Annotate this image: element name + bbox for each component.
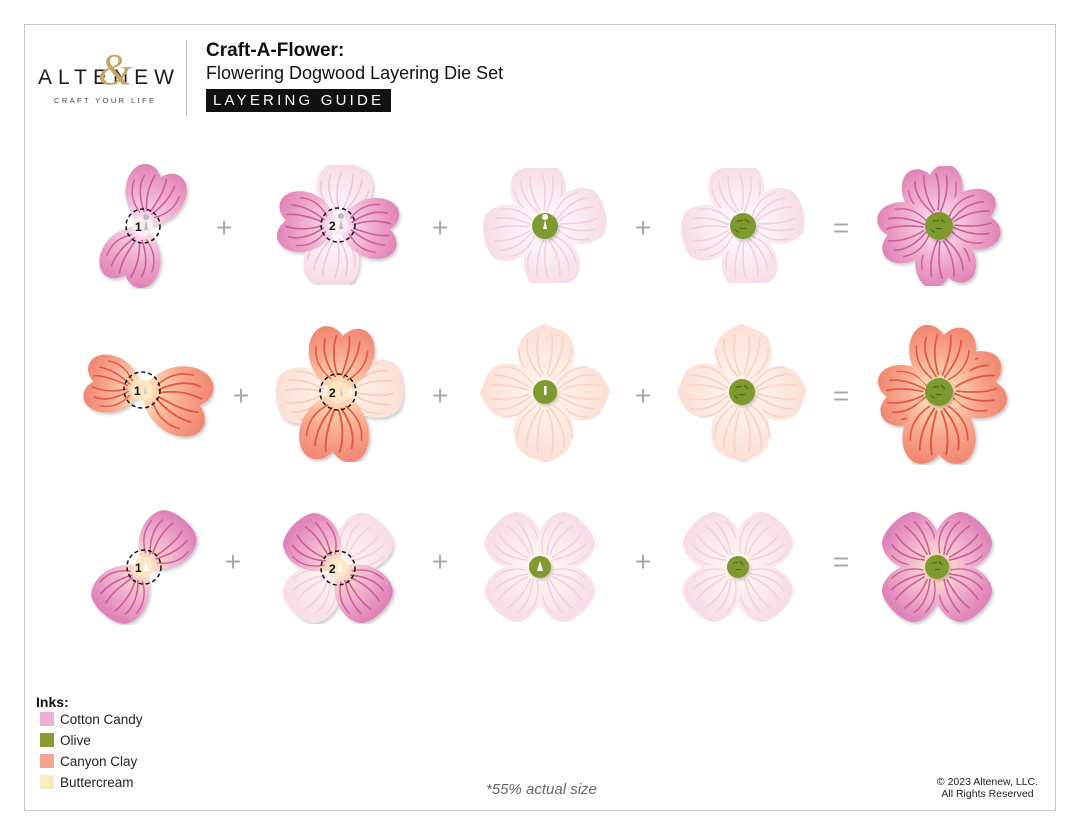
svg-text:2: 2 [329,562,336,576]
layer-1-petals: 1 [80,351,215,442]
base-flower-keyhole [483,512,598,622]
layering-guide-badge: LAYERING GUIDE [206,89,392,112]
cotton-candy-swatch [40,712,54,726]
svg-text:1: 1 [135,220,142,234]
base-flower-keyhole [479,323,611,462]
layer-1-petals: 1 [93,164,193,289]
scale-footnote: *55% actual size [486,781,597,798]
svg-text:2: 2 [329,386,336,400]
finished-flower-cotton-candy-buttercream [878,510,996,625]
logo-wordmark: ALTENEW [38,66,180,89]
finished-flower-canyon-clay [876,323,1010,464]
legend-item-buttercream: Buttercream [40,774,134,790]
logo-tagline: CRAFT YOUR LIFE [54,96,157,105]
altenew-logo: ALTENEW & CRAFT YOUR LIFE [38,45,174,110]
base-flower-stamen [676,323,808,462]
header-divider [186,40,187,116]
layer-1-petals: 1 [88,510,200,625]
legend-item-cotton-candy: Cotton Candy [40,711,143,727]
logo-ampersand-icon: & [98,45,133,94]
legend-item-olive: Olive [40,732,91,748]
finished-flower-cotton-candy [874,166,1004,286]
page-title: Craft-A-Flower: [206,40,345,61]
equals-operator: = [832,546,850,577]
legend-item-canyon-clay: Canyon Clay [40,753,137,769]
layer-2-petals: 2 [273,324,406,462]
plus-operator: + [215,212,233,243]
plus-operator: + [431,212,449,243]
plus-operator: + [634,546,652,577]
equals-operator: = [832,380,850,411]
base-flower-stamen [681,512,796,622]
svg-text:1: 1 [134,384,141,398]
inks-legend-title: Inks: [36,694,69,710]
equals-operator: = [832,212,850,243]
plus-operator: + [431,546,449,577]
layer-2-petals: 2 [278,512,398,624]
svg-text:2: 2 [329,219,336,233]
plus-operator: + [224,546,242,577]
svg-text:1: 1 [135,561,142,575]
olive-swatch [40,733,54,747]
plus-operator: + [634,380,652,411]
buttercream-swatch [40,775,54,789]
plus-operator: + [431,380,449,411]
plus-operator: + [634,212,652,243]
plus-operator: + [232,380,250,411]
canyon-clay-swatch [40,754,54,768]
base-flower-keyhole [479,168,613,283]
copyright-notice: © 2023 Altenew, LLC. All Rights Reserved [936,776,1039,800]
base-flower-stamen [677,168,811,283]
page-subtitle: Flowering Dogwood Layering Die Set [206,63,504,83]
layer-2-petals: 2 [275,165,401,285]
